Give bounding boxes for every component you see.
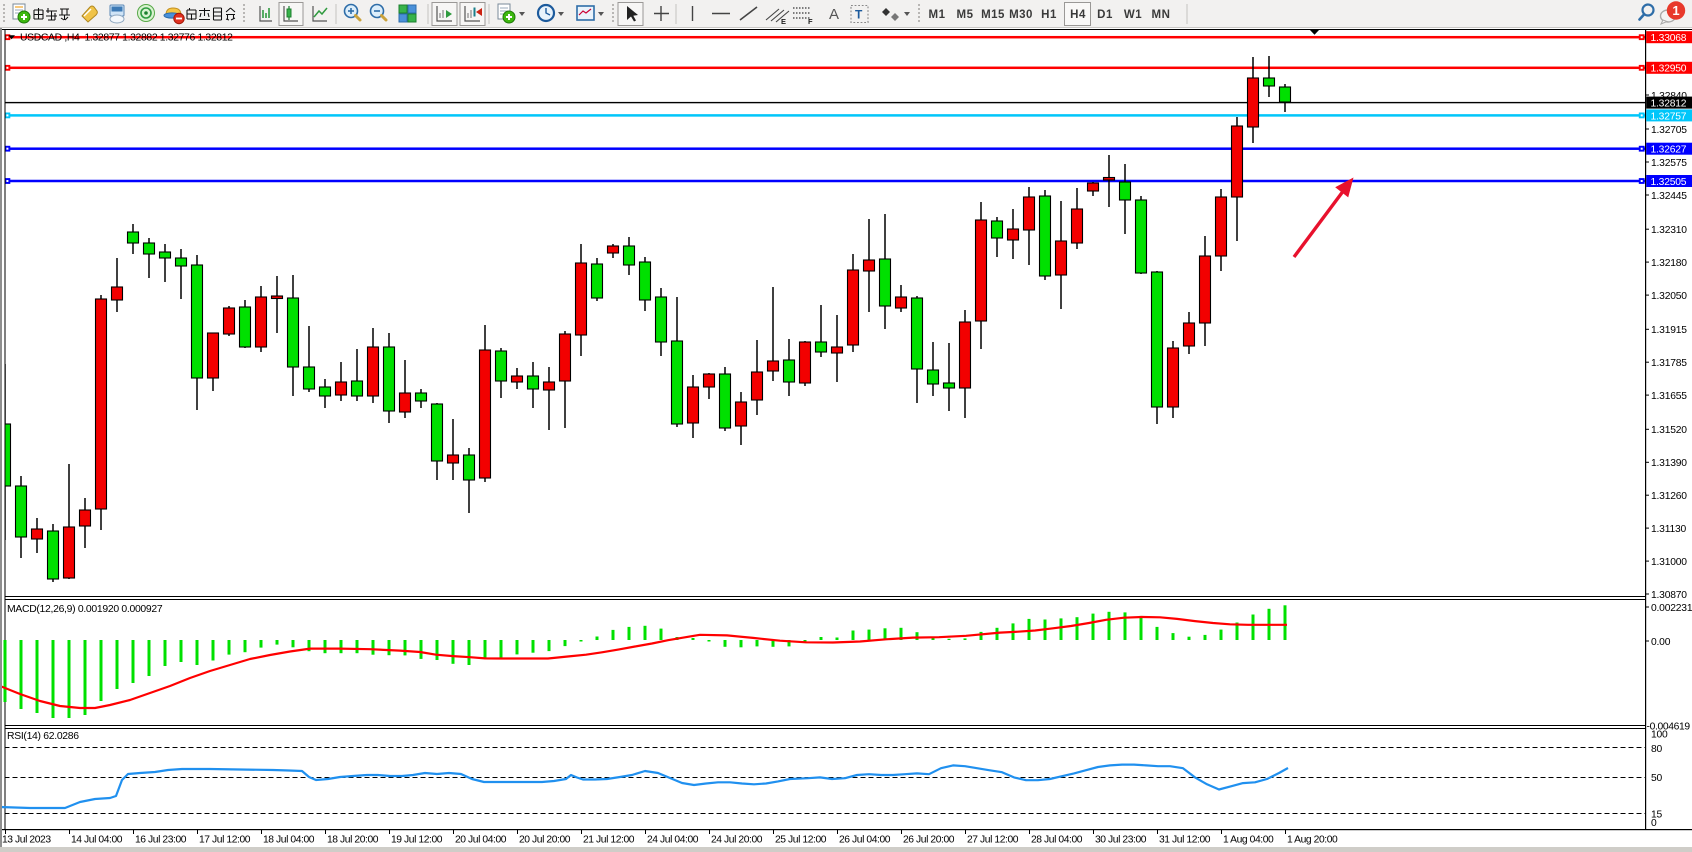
svg-text:1.31390: 1.31390: [1651, 458, 1687, 469]
svg-text:1.32575: 1.32575: [1651, 158, 1687, 169]
svg-text:1.31915: 1.31915: [1651, 325, 1687, 336]
svg-text:A: A: [829, 6, 839, 23]
svg-text:E: E: [781, 17, 786, 26]
svg-text:M30: M30: [1009, 9, 1033, 21]
svg-text:28 Jul 04:00: 28 Jul 04:00: [1031, 834, 1083, 845]
svg-text:24 Jul 04:00: 24 Jul 04:00: [647, 834, 699, 845]
svg-text:1.32950: 1.32950: [1651, 64, 1687, 75]
svg-text:19 Jul 12:00: 19 Jul 12:00: [391, 834, 443, 845]
svg-text:16 Jul 23:00: 16 Jul 23:00: [135, 834, 187, 845]
svg-text:27 Jul 12:00: 27 Jul 12:00: [967, 834, 1019, 845]
svg-text:100: 100: [1651, 729, 1668, 740]
svg-text:MACD(12,26,9) 0.001920 0.00092: MACD(12,26,9) 0.001920 0.000927: [7, 604, 163, 615]
svg-text:0.002231: 0.002231: [1651, 603, 1692, 614]
svg-text:20 Jul 20:00: 20 Jul 20:00: [519, 834, 571, 845]
svg-text:15: 15: [1651, 809, 1663, 820]
svg-text:M5: M5: [957, 9, 974, 21]
svg-text:MN: MN: [1152, 9, 1171, 21]
svg-text:1 Aug 04:00: 1 Aug 04:00: [1223, 834, 1274, 845]
svg-text:17 Jul 12:00: 17 Jul 12:00: [199, 834, 251, 845]
svg-text:1.32445: 1.32445: [1651, 191, 1687, 202]
svg-text:13 Jul 2023: 13 Jul 2023: [2, 834, 51, 845]
svg-text:14 Jul 04:00: 14 Jul 04:00: [71, 834, 123, 845]
svg-text:1.32050: 1.32050: [1651, 291, 1687, 302]
svg-text:1 Aug 20:00: 1 Aug 20:00: [1287, 834, 1338, 845]
svg-text:80: 80: [1651, 744, 1663, 755]
svg-text:1.32840: 1.32840: [1651, 91, 1687, 102]
svg-text:1.32627: 1.32627: [1651, 145, 1687, 156]
svg-text:1.30870: 1.30870: [1651, 590, 1687, 601]
svg-text:1.33068: 1.33068: [1651, 33, 1687, 44]
svg-text:1.31260: 1.31260: [1651, 491, 1687, 502]
svg-text:W1: W1: [1124, 9, 1142, 21]
svg-text:31 Jul 12:00: 31 Jul 12:00: [1159, 834, 1211, 845]
svg-text:1.31130: 1.31130: [1651, 524, 1687, 535]
svg-text:30 Jul 23:00: 30 Jul 23:00: [1095, 834, 1147, 845]
svg-text:1.31000: 1.31000: [1651, 557, 1687, 568]
svg-text:0: 0: [1651, 818, 1657, 829]
svg-text:H4: H4: [1070, 9, 1086, 21]
svg-text:1.31520: 1.31520: [1651, 425, 1687, 436]
svg-text:20 Jul 04:00: 20 Jul 04:00: [455, 834, 507, 845]
svg-text:26 Jul 04:00: 26 Jul 04:00: [839, 834, 891, 845]
svg-text:18 Jul 20:00: 18 Jul 20:00: [327, 834, 379, 845]
svg-text:D1: D1: [1097, 9, 1113, 21]
svg-text:1.32757: 1.32757: [1651, 111, 1687, 122]
svg-text:1.32505: 1.32505: [1651, 177, 1687, 188]
svg-text:21 Jul 12:00: 21 Jul 12:00: [583, 834, 635, 845]
svg-text:USDCAD ,H4 1.32877 1.32882 1.: USDCAD ,H4 1.32877 1.32882 1.32776 1.328…: [20, 32, 233, 43]
svg-text:25 Jul 12:00: 25 Jul 12:00: [775, 834, 827, 845]
svg-text:1.31785: 1.31785: [1651, 358, 1687, 369]
svg-text:-0.004619: -0.004619: [1647, 721, 1691, 732]
svg-text:F: F: [808, 17, 813, 26]
svg-text:M1: M1: [929, 9, 946, 21]
svg-text:1.32180: 1.32180: [1651, 258, 1687, 269]
svg-text:26 Jul 20:00: 26 Jul 20:00: [903, 834, 955, 845]
svg-text:1.32812: 1.32812: [1651, 99, 1687, 110]
svg-text:RSI(14) 62.0286: RSI(14) 62.0286: [7, 731, 79, 742]
svg-text:1.31655: 1.31655: [1651, 391, 1687, 402]
svg-text:T: T: [855, 8, 863, 22]
svg-text:0.00: 0.00: [1651, 637, 1671, 648]
svg-text:1.32705: 1.32705: [1651, 125, 1687, 136]
svg-text:18 Jul 04:00: 18 Jul 04:00: [263, 834, 315, 845]
svg-text:M15: M15: [981, 9, 1005, 21]
svg-text:1: 1: [1672, 3, 1679, 18]
svg-text:H1: H1: [1041, 9, 1057, 21]
svg-text:50: 50: [1651, 773, 1663, 784]
svg-text:1.32310: 1.32310: [1651, 225, 1687, 236]
svg-text:24 Jul 20:00: 24 Jul 20:00: [711, 834, 763, 845]
